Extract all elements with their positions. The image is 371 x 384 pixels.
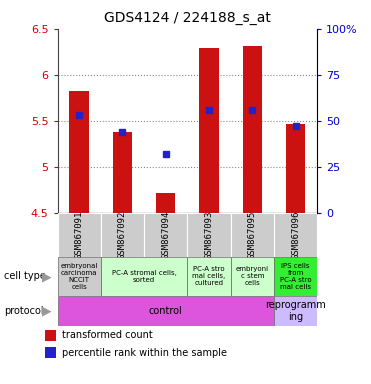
Text: ▶: ▶ xyxy=(42,270,51,283)
Text: iPS cells
from
PC-A stro
mal cells: iPS cells from PC-A stro mal cells xyxy=(280,263,311,290)
Bar xyxy=(274,296,317,326)
Bar xyxy=(187,257,231,296)
Bar xyxy=(58,213,101,257)
Text: GSM867093: GSM867093 xyxy=(204,211,213,259)
Text: protocol: protocol xyxy=(4,306,43,316)
Bar xyxy=(58,257,101,296)
Bar xyxy=(286,124,305,213)
Text: GSM867092: GSM867092 xyxy=(118,211,127,259)
Text: ▶: ▶ xyxy=(42,305,51,318)
Bar xyxy=(274,213,317,257)
Text: PC-A stromal cells,
sorted: PC-A stromal cells, sorted xyxy=(112,270,177,283)
Bar xyxy=(243,46,262,213)
Text: cell type: cell type xyxy=(4,271,46,281)
Text: percentile rank within the sample: percentile rank within the sample xyxy=(62,348,227,358)
Text: embryoni
c stem
cells: embryoni c stem cells xyxy=(236,266,269,286)
Bar xyxy=(144,213,187,257)
Text: transformed count: transformed count xyxy=(62,330,152,340)
Title: GDS4124 / 224188_s_at: GDS4124 / 224188_s_at xyxy=(104,11,271,25)
Text: GSM867095: GSM867095 xyxy=(248,211,257,259)
Bar xyxy=(69,91,89,213)
Text: control: control xyxy=(149,306,183,316)
Text: GSM867096: GSM867096 xyxy=(291,211,300,259)
Bar xyxy=(187,213,231,257)
Bar xyxy=(231,213,274,257)
Bar xyxy=(231,257,274,296)
Bar xyxy=(113,132,132,213)
Bar xyxy=(199,48,219,213)
Text: GSM867091: GSM867091 xyxy=(75,211,83,259)
Bar xyxy=(156,193,175,213)
Bar xyxy=(45,347,56,358)
Text: PC-A stro
mal cells,
cultured: PC-A stro mal cells, cultured xyxy=(193,266,226,286)
Bar xyxy=(58,296,274,326)
Bar xyxy=(45,330,56,341)
Text: GSM867094: GSM867094 xyxy=(161,211,170,259)
Bar xyxy=(274,257,317,296)
Bar xyxy=(101,257,187,296)
Text: reprogramm
ing: reprogramm ing xyxy=(265,300,326,322)
Bar xyxy=(101,213,144,257)
Text: embryonal
carcinoma
NCCIT
cells: embryonal carcinoma NCCIT cells xyxy=(60,263,98,290)
